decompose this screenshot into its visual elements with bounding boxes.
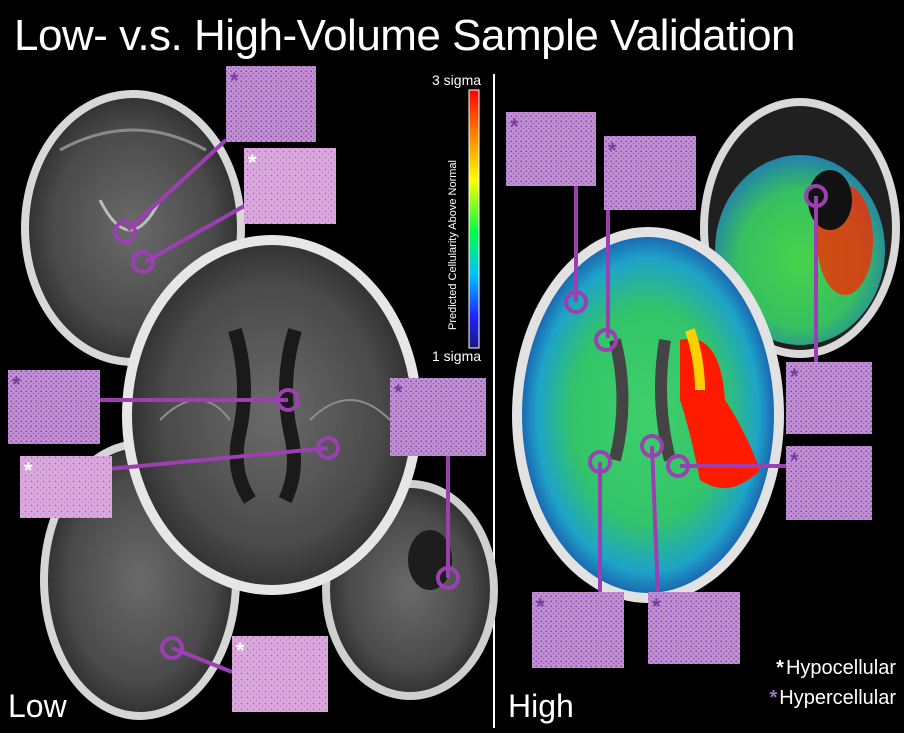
hypercellular-marker: * [790, 364, 799, 389]
high-scan-main [512, 227, 784, 603]
high-histology-tiles [506, 112, 872, 668]
low-roi-markers [113, 220, 460, 660]
hypercellular-marker: * [608, 138, 617, 163]
hypercellular-marker: * [12, 372, 21, 397]
tile-markers: * * * * * * * * * * * * [12, 68, 799, 663]
legend-hypocellular: * Hypocellular [776, 656, 896, 680]
histology-tile [232, 636, 328, 712]
hypocellular-marker: * [248, 150, 257, 175]
hypercellular-legend-label: Hypercellular [779, 687, 896, 709]
high-roi-markers [564, 184, 828, 478]
histology-tile [786, 362, 872, 434]
hypercellular-marker: * [394, 380, 403, 405]
hypercellular-marker: * [790, 448, 799, 473]
hypercellular-marker: * [510, 114, 519, 139]
high-panel-label: High [508, 688, 574, 724]
hypercellular-legend-marker: * [769, 687, 778, 709]
hypocellular-marker: * [236, 638, 245, 663]
high-connectors [574, 184, 818, 597]
histology-tile [648, 592, 740, 664]
histology-tile [532, 592, 624, 668]
histology-tile [8, 370, 100, 444]
hypercellular-marker: * [652, 594, 661, 619]
hypocellular-marker: * [24, 458, 33, 483]
histology-tile [390, 378, 486, 456]
histology-tile [604, 136, 696, 210]
legend-hypercellular: * Hypercellular [769, 686, 896, 710]
histology-tile [786, 446, 872, 520]
hypercellular-marker: * [230, 68, 239, 93]
hypocellular-legend-label: Hypocellular [785, 657, 896, 679]
colorbar-axis-label: Predicted Cellularity Above Normal [447, 160, 459, 330]
colorbar-top-label: 3 sigma [432, 72, 482, 88]
hypercellular-marker: * [536, 594, 545, 619]
histology-tile [226, 66, 316, 142]
colorbar [468, 89, 480, 349]
histology-tile [20, 456, 112, 518]
hypocellular-legend-marker: * [776, 657, 784, 679]
low-histology-tiles [8, 66, 486, 712]
low-panel-label: Low [8, 688, 67, 724]
histology-tile [506, 112, 596, 186]
colorbar-bottom-label: 1 sigma [432, 348, 482, 364]
histology-tile [244, 148, 336, 224]
figure-title: Low- v.s. High-Volume Sample Validation [14, 11, 796, 60]
low-scan-main [122, 235, 422, 595]
